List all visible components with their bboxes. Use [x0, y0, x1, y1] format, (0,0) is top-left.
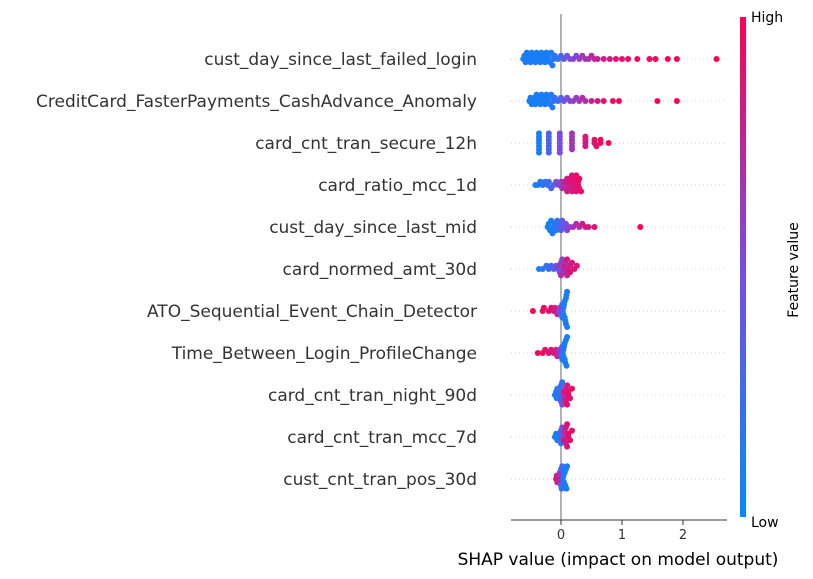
- shap-point: [536, 149, 542, 156]
- shap-point: [545, 149, 552, 156]
- shap-point: [585, 224, 592, 230]
- x-tick-label: 0: [557, 528, 565, 543]
- x-tick-label: 2: [679, 528, 687, 543]
- shap-point: [564, 288, 571, 295]
- x-axis-title: SHAP value (impact on model output): [458, 550, 779, 570]
- feature-label: cust_cnt_tran_pos_30d: [283, 470, 477, 490]
- shap-point: [529, 308, 536, 314]
- feature-label: ATO_Sequential_Event_Chain_Detector: [147, 302, 477, 322]
- data-points: [520, 49, 720, 492]
- shap-point: [654, 98, 661, 104]
- feature-label: cust_day_since_last_failed_login: [204, 50, 477, 70]
- shap-point: [605, 140, 612, 146]
- shap-point: [556, 149, 563, 156]
- shap-point: [563, 362, 570, 369]
- shap-point: [673, 56, 680, 62]
- shap-point: [564, 382, 571, 389]
- shap-point: [673, 98, 680, 104]
- shap-point: [559, 379, 566, 386]
- shap-point: [569, 259, 575, 266]
- shap-point: [652, 56, 659, 62]
- shap-point: [625, 56, 632, 62]
- shap-point: [591, 136, 598, 143]
- shap-point: [569, 146, 575, 153]
- feature-label: card_cnt_tran_secure_12h: [255, 134, 477, 154]
- shap-point: [545, 178, 552, 185]
- shap-point: [551, 304, 558, 311]
- shap-point: [545, 130, 552, 137]
- colorbar-high-label: High: [751, 10, 783, 26]
- feature-label: CreditCard_FasterPayments_CashAdvance_An…: [36, 92, 477, 112]
- shap-point: [564, 334, 571, 340]
- shap-point: [564, 421, 571, 428]
- shap-point: [564, 256, 571, 263]
- shap-point: [664, 56, 671, 62]
- shap-point: [612, 56, 619, 62]
- shap-point: [567, 269, 574, 276]
- shap-point: [600, 56, 607, 62]
- shap-point: [567, 437, 574, 444]
- shap-point: [569, 130, 575, 137]
- feature-label: card_ratio_mcc_1d: [318, 176, 477, 196]
- shap-point: [564, 324, 571, 330]
- shap-point: [582, 143, 589, 150]
- x-tick-label: 1: [618, 528, 626, 543]
- colorbar-low-label: Low: [751, 515, 779, 531]
- shap-point: [637, 224, 644, 230]
- feature-label: card_cnt_tran_night_90d: [268, 386, 477, 406]
- shap-point: [564, 443, 571, 450]
- shap-point: [591, 224, 598, 230]
- feature-label: cust_day_since_last_mid: [269, 218, 477, 238]
- shap-point: [556, 130, 563, 137]
- shap-point: [562, 220, 569, 227]
- shap-point: [576, 175, 583, 182]
- shap-point: [588, 98, 595, 104]
- shap-point: [578, 188, 585, 195]
- shap-point: [549, 62, 556, 69]
- shap-point: [567, 395, 574, 402]
- shap-point: [619, 56, 625, 62]
- shap-point: [594, 98, 601, 104]
- shap-point: [573, 262, 580, 269]
- shap-point: [582, 98, 589, 104]
- shap-point: [713, 56, 720, 62]
- shap-point: [594, 56, 601, 62]
- shap-point: [549, 104, 556, 111]
- shap-point: [593, 143, 600, 150]
- shap-point: [569, 385, 575, 392]
- shap-point: [616, 98, 622, 104]
- colorbar-title: Feature value: [786, 222, 802, 318]
- shap-point: [534, 350, 541, 356]
- x-ticks: 0 1 2: [557, 520, 687, 543]
- shap-point: [563, 485, 570, 492]
- feature-label: card_normed_amt_30d: [283, 260, 478, 280]
- shap-point: [609, 98, 616, 104]
- feature-label: card_cnt_tran_mcc_7d: [287, 428, 477, 448]
- shap-point: [582, 133, 589, 140]
- feature-labels: cust_day_since_last_failed_login CreditCa…: [36, 50, 477, 490]
- shap-point: [536, 130, 542, 137]
- feature-label: Time_Between_Login_ProfileChange: [171, 344, 477, 364]
- shap-point: [597, 136, 604, 143]
- shap-point: [564, 463, 571, 470]
- shap-point: [564, 401, 571, 408]
- colorbar: [740, 17, 746, 517]
- shap-point: [600, 98, 607, 104]
- shap-point: [634, 56, 641, 62]
- shap-point: [569, 427, 575, 434]
- shap-point: [646, 56, 653, 62]
- shap-point: [606, 56, 613, 62]
- shap-point: [540, 304, 547, 311]
